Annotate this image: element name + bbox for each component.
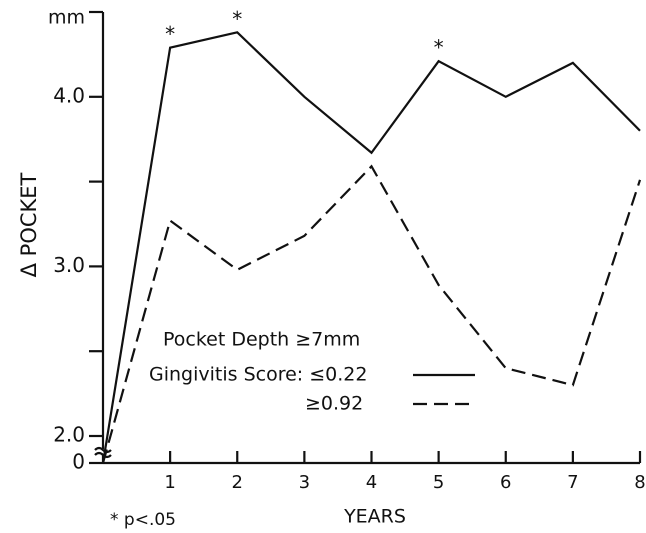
x-tick-label: 1: [164, 472, 175, 493]
x-tick-label: 4: [366, 472, 377, 493]
significance-mark: *: [165, 22, 175, 46]
legend-label: ≥0.92: [305, 393, 363, 415]
series-line: [101, 31, 641, 464]
y-tick-label: 3.0: [53, 253, 85, 277]
x-tick-label: 2: [232, 472, 243, 493]
x-tick-label: 3: [299, 472, 310, 493]
x-axis-label: YEARS: [343, 506, 406, 528]
significance-mark: *: [232, 7, 242, 31]
axis-break: [94, 446, 112, 459]
y-tick-label: 2.0: [53, 423, 85, 447]
y-tick-label: 0: [72, 450, 85, 474]
legend-label: Gingivitis Score: ≤0.22: [149, 364, 367, 386]
y-unit: mm: [48, 7, 85, 29]
series-line: [101, 164, 642, 464]
axis-break-gap: [95, 449, 111, 455]
x-tick-label: 6: [500, 472, 511, 493]
y-axis-label: Δ POCKET: [17, 172, 41, 277]
footnote: * p<.05: [110, 510, 176, 529]
y-tick-label: 4.0: [53, 83, 85, 107]
x-tick-label: 5: [433, 472, 444, 493]
legend-title: Pocket Depth ≥7mm: [163, 329, 360, 351]
x-tick-label: 7: [567, 472, 578, 493]
significance-mark: *: [434, 36, 444, 60]
x-tick-label: 8: [634, 472, 645, 493]
